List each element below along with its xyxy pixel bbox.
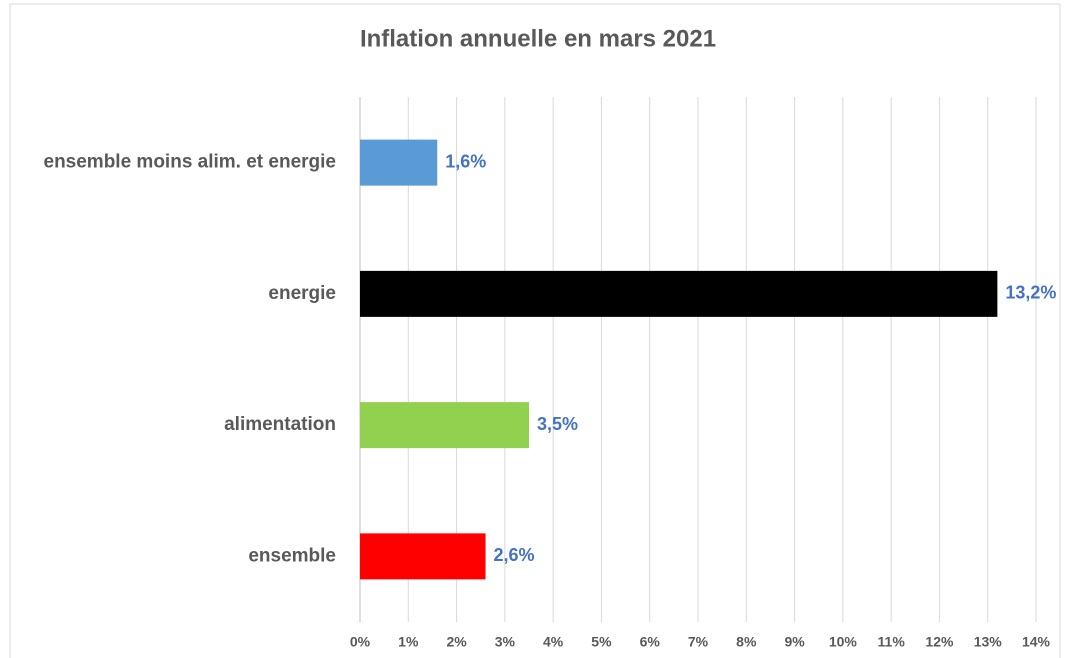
x-tick-label: 0%: [350, 634, 371, 650]
value-label: 1,6%: [445, 151, 486, 171]
x-tick-label: 12%: [925, 634, 954, 650]
y-tick-label: ensemble: [248, 545, 336, 566]
x-tick-label: 11%: [878, 634, 906, 650]
x-tick-label: 1%: [398, 634, 419, 650]
x-tick-label: 8%: [736, 634, 757, 650]
value-label: 3,5%: [537, 414, 578, 434]
x-tick-label: 10%: [829, 634, 858, 650]
bar: [360, 402, 529, 449]
y-tick-label: energie: [268, 283, 336, 304]
chart-title: Inflation annuelle en mars 2021: [360, 25, 716, 52]
x-tick-label: 13%: [974, 634, 1003, 650]
value-label: 2,6%: [494, 545, 535, 565]
x-tick-label: 9%: [784, 634, 805, 650]
x-tick-label: 14%: [1022, 634, 1051, 650]
value-label: 13,2%: [1005, 283, 1056, 303]
bar: [360, 533, 486, 580]
x-tick-label: 3%: [495, 634, 516, 650]
x-tick-label: 2%: [446, 634, 467, 650]
bar: [360, 270, 998, 317]
x-tick-label: 5%: [591, 634, 612, 650]
x-tick-label: 4%: [543, 634, 564, 650]
y-tick-label: alimentation: [224, 414, 336, 435]
bar: [360, 139, 438, 186]
x-tick-label: 6%: [640, 634, 661, 650]
chart-frame: [9, 3, 1061, 658]
x-tick-label: 7%: [688, 634, 709, 650]
y-tick-label: ensemble moins alim. et energie: [44, 152, 337, 173]
